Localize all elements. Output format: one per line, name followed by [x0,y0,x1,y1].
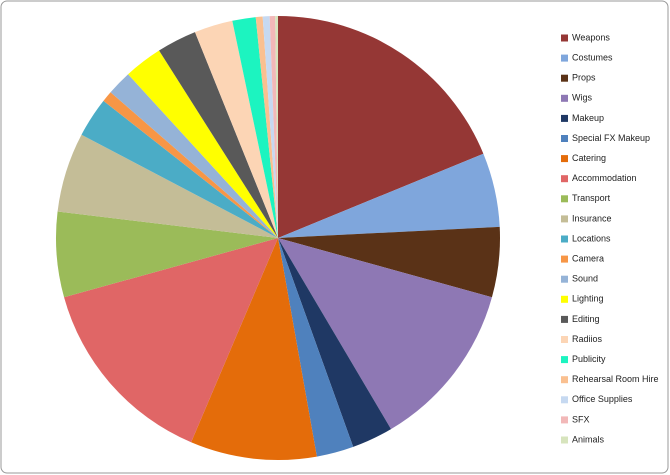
legend-swatch [561,376,568,384]
pie-slice [191,238,317,460]
legend-swatch [561,34,568,42]
legend-label: Office Supplies [572,394,633,404]
legend-label: Locations [572,233,611,243]
pie-slice [194,20,278,239]
legend-label: Catering [572,153,606,163]
pie-slice [56,211,278,298]
legend-label: Rehearsal Room Hire [572,374,659,384]
pie-slice [278,238,354,457]
legend-label: Weapons [572,32,610,42]
legend-swatch [561,356,568,364]
pie-slice [262,16,278,238]
pie-slice [278,16,484,238]
legend-swatch [561,396,568,404]
legend-label: Transport [572,193,611,203]
pie-slice [269,16,278,238]
pie-slice [128,50,278,238]
pie-slice [278,238,492,430]
legend-swatch [561,436,568,444]
legend-label: Makeup [572,113,604,123]
pie-slice [278,238,392,447]
legend-swatch [561,336,568,343]
legend-label: Accommodation [572,173,637,183]
legend-swatch [561,74,568,82]
legend-label: Lighting [572,294,604,304]
legend-label: Costumes [572,52,613,62]
legend-swatch [561,155,568,163]
legend-label: Insurance [572,213,612,223]
legend-swatch [561,195,568,203]
pie-slice [278,226,500,298]
legend-label: Props [572,73,596,83]
pie-slice [275,16,278,238]
legend-swatch [561,135,568,142]
pie-slice [255,16,278,238]
pie-slice [57,134,278,238]
legend-swatch [561,54,568,62]
legend-label: Radiios [572,334,603,344]
pie-slice [232,17,278,238]
legend-label: SFX [572,414,590,424]
legend-swatch [561,175,568,183]
legend-label: Special FX Makeup [572,133,650,143]
legend-swatch [561,275,568,283]
legend-label: Sound [572,274,598,284]
legend-label: Wigs [572,93,592,103]
pie-slice [278,153,500,238]
legend-swatch [561,416,568,424]
legend-swatch [561,315,568,323]
pie-slice [159,32,278,238]
pie-slice [81,100,279,238]
legend-swatch [561,295,568,303]
pie-slice [64,238,278,443]
legend-swatch [561,94,568,102]
legend-swatch [561,215,568,223]
legend-label: Publicity [572,354,606,364]
legend-label: Camera [572,253,604,263]
legend-label: Editing [572,314,600,324]
legend-label: Animals [572,434,605,444]
pie-slice [110,74,279,238]
legend-swatch [561,114,568,122]
pie-slice [103,92,278,238]
legend-swatch [561,255,568,263]
legend-swatch [561,235,568,243]
